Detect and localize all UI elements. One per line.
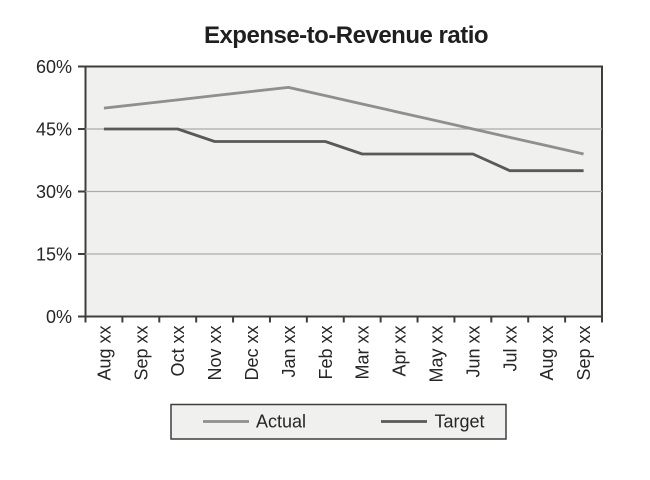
svg-text:Target: Target <box>435 412 485 432</box>
svg-text:30%: 30% <box>36 182 72 202</box>
svg-text:Apr xx: Apr xx <box>390 326 410 377</box>
svg-text:Expense-to-Revenue ratio: Expense-to-Revenue ratio <box>204 22 488 49</box>
svg-text:Aug xx: Aug xx <box>94 326 114 381</box>
svg-text:Sep xx: Sep xx <box>574 326 594 381</box>
svg-text:Nov xx: Nov xx <box>205 326 225 381</box>
svg-text:45%: 45% <box>36 120 72 140</box>
svg-text:Oct xx: Oct xx <box>168 326 188 377</box>
svg-text:0%: 0% <box>46 307 72 327</box>
svg-text:Jul xx: Jul xx <box>500 326 520 372</box>
svg-text:Sep xx: Sep xx <box>131 326 151 381</box>
svg-text:Feb xx: Feb xx <box>316 326 336 380</box>
svg-text:Jan xx: Jan xx <box>279 326 299 378</box>
svg-text:Jun xx: Jun xx <box>463 326 483 378</box>
svg-text:15%: 15% <box>36 245 72 265</box>
svg-text:60%: 60% <box>36 57 72 77</box>
svg-text:Mar xx: Mar xx <box>353 326 373 380</box>
svg-text:May xx: May xx <box>426 326 446 383</box>
svg-text:Dec xx: Dec xx <box>242 326 262 381</box>
svg-text:Actual: Actual <box>256 412 306 432</box>
svg-text:Aug xx: Aug xx <box>537 326 557 381</box>
